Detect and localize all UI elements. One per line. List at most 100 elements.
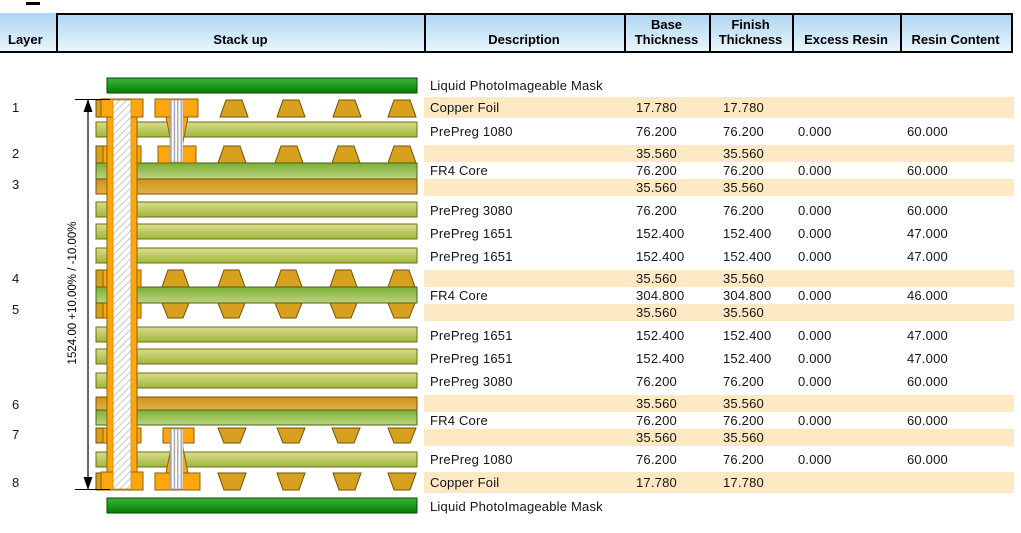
solder-mask-bar — [106, 77, 418, 94]
table-row: Liquid PhotoImageable Mask — [424, 496, 1014, 517]
row-finish-thickness: 35.560 — [723, 146, 764, 161]
table-row: FR4 Core 76.200 76.200 0.000 60.000 — [424, 162, 1014, 179]
row-base-thickness: 76.200 — [636, 452, 677, 467]
row-finish-thickness: 76.200 — [723, 203, 764, 218]
copper-pad — [276, 99, 306, 118]
row-finish-thickness: 76.200 — [723, 452, 764, 467]
table-row: PrePreg 1651 152.400 152.400 0.000 47.000 — [424, 325, 1014, 346]
core-band — [95, 409, 418, 426]
row-base-thickness: 152.400 — [636, 351, 685, 366]
table-row: 35.560 35.560 — [424, 270, 1014, 287]
row-finish-thickness: 35.560 — [723, 305, 764, 320]
copper-pad — [332, 472, 362, 491]
prepreg-band — [95, 247, 418, 264]
row-description: PrePreg 1651 — [430, 226, 513, 241]
copper-pad — [217, 145, 247, 164]
table-row: FR4 Core 76.200 76.200 0.000 60.000 — [424, 412, 1014, 429]
table-row: Copper Foil 17.780 17.780 — [424, 97, 1014, 118]
row-resin-content: 60.000 — [907, 452, 948, 467]
finish-thickness-line2: Thickness — [718, 32, 783, 47]
row-resin-content: 60.000 — [907, 163, 948, 178]
prepreg-band — [95, 372, 418, 389]
row-resin-content: 47.000 — [907, 226, 948, 241]
copper-pad — [217, 269, 246, 288]
header-divider — [900, 13, 902, 51]
row-excess-resin: 0.000 — [798, 249, 832, 264]
screen-edge-artifact — [26, 2, 40, 5]
row-finish-thickness: 152.400 — [723, 351, 772, 366]
copper-pad — [387, 427, 417, 444]
core-band — [95, 286, 418, 304]
copper-pad — [276, 472, 306, 491]
row-base-thickness: 76.200 — [636, 163, 677, 178]
table-row: Copper Foil 17.780 17.780 — [424, 472, 1014, 493]
header-divider — [624, 13, 626, 51]
copper-pad — [331, 145, 361, 164]
row-description: Copper Foil — [430, 100, 500, 115]
table-row: Liquid PhotoImageable Mask — [424, 76, 1014, 94]
row-excess-resin: 0.000 — [798, 328, 832, 343]
copper-pad — [274, 145, 304, 164]
row-finish-thickness: 152.400 — [723, 226, 772, 241]
prepreg-band — [95, 121, 418, 138]
row-excess-resin: 0.000 — [798, 374, 832, 389]
copper-pad — [161, 269, 190, 288]
copper-pad — [217, 427, 247, 444]
row-finish-thickness: 76.200 — [723, 413, 764, 428]
row-finish-thickness: 76.200 — [723, 124, 764, 139]
row-resin-content: 47.000 — [907, 328, 948, 343]
table-row: 35.560 35.560 — [424, 145, 1014, 162]
core-band — [95, 162, 418, 180]
blind-via-fill — [169, 99, 184, 163]
row-description: Liquid PhotoImageable Mask — [430, 77, 603, 93]
prepreg-band — [95, 451, 418, 468]
blind-via-fill — [169, 428, 184, 490]
layer-number: 6 — [12, 397, 20, 412]
copper-pad — [387, 99, 417, 118]
layer-number: 8 — [12, 475, 20, 490]
via-hole-fill — [112, 99, 132, 490]
row-description: Copper Foil — [430, 475, 500, 490]
row-finish-thickness: 152.400 — [723, 249, 772, 264]
row-description: PrePreg 1651 — [430, 351, 513, 366]
row-finish-thickness: 17.780 — [723, 475, 764, 490]
row-description: PrePreg 3080 — [430, 374, 513, 389]
layer-number: 1 — [12, 100, 20, 115]
row-description: PrePreg 1080 — [430, 124, 513, 139]
copper-pad — [219, 99, 249, 118]
row-base-thickness: 76.200 — [636, 413, 677, 428]
row-base-thickness: 76.200 — [636, 124, 677, 139]
layer-number: 7 — [12, 427, 20, 442]
table-row: PrePreg 1080 76.200 76.200 0.000 60.000 — [424, 121, 1014, 142]
column-header-description: Description — [488, 32, 560, 47]
solder-mask-bar — [106, 497, 418, 514]
row-description: PrePreg 1651 — [430, 249, 513, 264]
column-header-excess-resin: Excess Resin — [804, 32, 888, 47]
row-resin-content: 60.000 — [907, 203, 948, 218]
row-excess-resin: 0.000 — [798, 163, 832, 178]
header-top-border — [57, 13, 1013, 15]
header-divider — [792, 13, 794, 51]
copper-pad — [274, 269, 303, 288]
row-description: PrePreg 1080 — [430, 452, 513, 467]
row-excess-resin: 0.000 — [798, 288, 832, 303]
row-description: FR4 Core — [430, 163, 488, 178]
row-finish-thickness: 304.800 — [723, 288, 772, 303]
copper-pad — [387, 145, 417, 164]
row-finish-thickness: 35.560 — [723, 180, 764, 195]
table-header: Layer Stack up Description Base Thicknes… — [0, 13, 1013, 53]
row-base-thickness: 304.800 — [636, 288, 685, 303]
row-description: FR4 Core — [430, 288, 488, 303]
row-excess-resin: 0.000 — [798, 351, 832, 366]
row-finish-thickness: 17.780 — [723, 100, 764, 115]
copper-pad — [274, 302, 303, 319]
column-header-base-thickness: Base Thickness — [624, 17, 709, 51]
column-header-resin-content: Resin Content — [911, 32, 1000, 47]
prepreg-band — [95, 348, 418, 365]
copper-pad — [217, 472, 247, 491]
row-description: FR4 Core — [430, 413, 488, 428]
table-row: PrePreg 1651 152.400 152.400 0.000 47.000 — [424, 223, 1014, 244]
row-excess-resin: 0.000 — [798, 203, 832, 218]
dimension-label: 1524.00 +10.00% / -10.00% — [67, 222, 79, 365]
